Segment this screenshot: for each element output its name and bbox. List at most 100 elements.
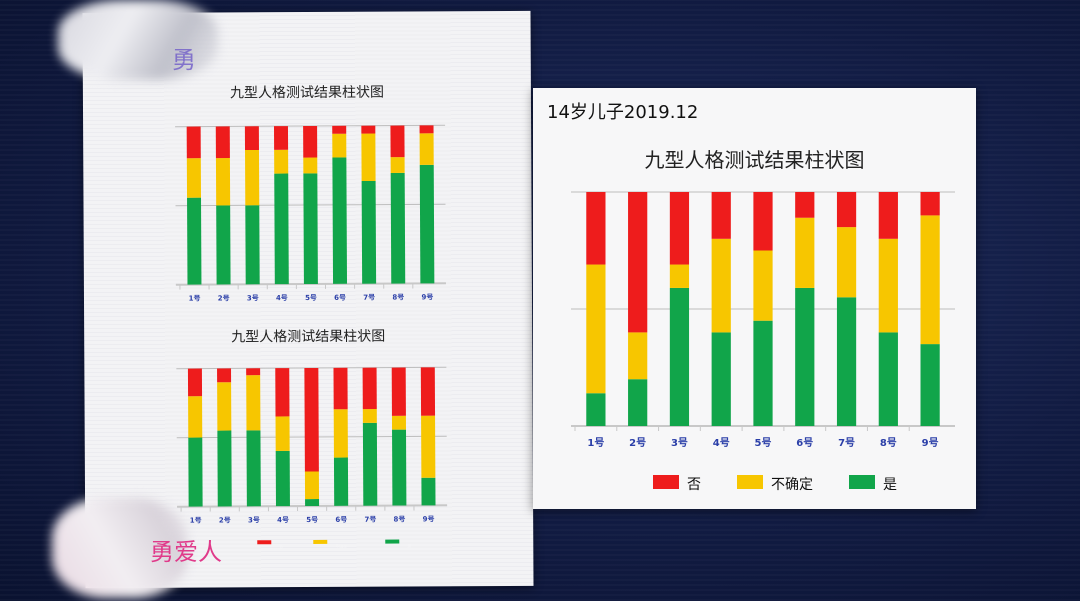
chart-3-legend-label-否: 否 — [687, 477, 701, 493]
chart-1-bar-4号-不确定 — [274, 149, 289, 174]
chart-3-bar-7号-不确定 — [836, 227, 857, 298]
chart-2-bar-5号-是 — [305, 499, 320, 507]
chart-3-tick-label: 6号 — [796, 437, 813, 449]
chart-3-bar-8号-否 — [878, 192, 898, 239]
chart-3-bar-9号-是 — [920, 344, 940, 426]
chart-2-bar-6号-不确定 — [333, 409, 348, 458]
right-paper: 14岁儿子2019.12 九型人格测试结果柱状图 1号 2号 3号 4号 5号 6号 7号 8… — [533, 88, 976, 509]
chart-2-bar-8号-不确定 — [391, 415, 407, 430]
chart-1-title: 九型人格测试结果柱状图 — [229, 84, 384, 102]
chart-1-bar-1号-是 — [187, 197, 202, 285]
handwriting-bottom: 勇爱人 — [150, 538, 222, 566]
photo-smudge-bottom — [52, 498, 187, 598]
chart-3-bar-1号-不确定 — [586, 264, 606, 394]
chart-3-bar-6号-是 — [795, 287, 815, 426]
paper-note: 14岁儿子2019.12 — [547, 102, 699, 123]
chart-2-bar-3号-是 — [246, 430, 261, 507]
chart-2-bar-1号-是 — [188, 437, 203, 507]
chart-2-tick-label: 2号 — [219, 515, 231, 524]
chart-2-bar-5号-不确定 — [304, 471, 320, 500]
chart-3-bar-9号-不确定 — [920, 215, 940, 345]
chart-2-bar-6号-否 — [333, 367, 348, 410]
chart-3-bar-8号-不确定 — [878, 238, 898, 333]
chart-1-bar-2号-是 — [216, 205, 231, 285]
chart-3-bar-2号-是 — [628, 379, 648, 426]
chart-1-tick-label: 9号 — [421, 292, 433, 301]
chart-3-legend-swatch-是 — [849, 475, 875, 489]
chart-3-legend-label-是: 是 — [883, 477, 897, 493]
chart-3-bar-4号-否 — [711, 192, 731, 239]
chart-3-bar-5号-是 — [753, 320, 773, 426]
chart-3-legend-swatch-否 — [653, 475, 679, 489]
chart-1-tick-label: 8号 — [392, 292, 404, 301]
chart-1-bar-6号-不确定 — [332, 133, 347, 158]
chart-2-tick-label: 6号 — [335, 515, 347, 524]
chart-3-bar-4号-是 — [711, 332, 731, 426]
chart-3-tick-label: 9号 — [922, 437, 939, 449]
chart-2-tick-label: 7号 — [364, 515, 376, 524]
chart-2-tick-label: 4号 — [277, 515, 289, 524]
chart-1-bar-1号-不确定 — [186, 158, 202, 198]
chart-1-tick-label: 3号 — [247, 293, 259, 302]
chart-3-legend-swatch-不确定 — [737, 475, 763, 489]
chart-2-bar-4号-不确定 — [275, 416, 290, 451]
chart-3-bar-2号-否 — [628, 192, 648, 333]
chart-1-tick-label: 2号 — [218, 293, 230, 302]
chart-1-bar-9号-否 — [419, 125, 434, 134]
chart-1-bar-9号-不确定 — [419, 133, 434, 165]
chart-3-bar-7号-是 — [836, 297, 857, 426]
chart-2-legend-swatch-不确定 — [313, 539, 328, 544]
chart-2-bar-4号-否 — [275, 368, 290, 417]
chart-1-tick-label: 7号 — [363, 293, 375, 302]
chart-2-bar-3号-不确定 — [246, 375, 261, 431]
chart-3-legend-label-不确定: 不确定 — [771, 477, 813, 493]
chart-3-bar-6号-不确定 — [795, 217, 815, 288]
chart-2-legend-swatch-否 — [257, 540, 272, 545]
chart-3-bar-7号-否 — [836, 192, 857, 228]
chart-3-svg: 1号 2号 3号 4号 5号 6号 7号 8号 9号否 不确定 是 — [571, 191, 955, 493]
chart-2-tick-label: 1号 — [190, 516, 202, 525]
chart-1-tick-label: 6号 — [334, 293, 346, 302]
chart-3-bar-6号-否 — [795, 192, 815, 218]
chart-2-bar-7号-不确定 — [362, 409, 377, 423]
chart-1-bar-5号-是 — [303, 173, 318, 285]
chart-2-title: 九型人格测试结果柱状图 — [231, 328, 386, 346]
chart-3-bar-3号-是 — [669, 287, 690, 426]
chart-3-bar-4号-不确定 — [711, 238, 731, 333]
chart-1-bar-7号-不确定 — [361, 133, 376, 182]
chart-2-legend-label-是: 是 — [407, 542, 411, 548]
chart-2-bar-2号-否 — [217, 368, 232, 383]
chart-2-bar-9号-否 — [420, 367, 436, 416]
chart-1-bar-2号-否 — [215, 126, 230, 159]
left-paper: 九型人格测试结果柱状图 1号 2号 3号 4号 5号 6号 7号 8号 9号 九型人格测试结果柱… — [82, 10, 534, 589]
chart-3-bar-5号-不确定 — [753, 250, 773, 321]
chart-1-svg: 1号 2号 3号 4号 5号 6号 7号 8号 9号 — [175, 124, 446, 303]
chart-3-tick-label: 4号 — [713, 437, 730, 449]
chart-3-tick-label: 3号 — [671, 437, 688, 449]
chart-3-bar-1号-否 — [586, 192, 606, 265]
chart-3-bar-3号-否 — [669, 192, 690, 265]
chart-2-bar-4号-是 — [275, 450, 290, 507]
chart-3-tick-label: 2号 — [629, 437, 646, 449]
chart-1-bar-6号-是 — [332, 157, 348, 284]
chart-3-tick-label: 7号 — [838, 437, 855, 449]
chart-3-bar-3号-不确定 — [669, 264, 690, 288]
chart-2-bar-6号-是 — [333, 457, 349, 506]
chart-1-bar-1号-否 — [186, 126, 201, 159]
chart-1-bar-3号-不确定 — [245, 149, 260, 206]
chart-2-tick-label: 9号 — [423, 514, 435, 523]
chart-2-legend-swatch-是 — [385, 539, 400, 544]
chart-2-bar-5号-否 — [304, 367, 319, 472]
chart-2-bar-9号-是 — [421, 477, 436, 506]
chart-3-bar-8号-是 — [878, 332, 898, 426]
chart-1-bar-5号-不确定 — [303, 157, 318, 174]
chart-1-tick-label: 4号 — [276, 293, 288, 302]
chart-1-bar-4号-否 — [273, 126, 289, 150]
chart-3-bar-5号-否 — [753, 192, 773, 251]
chart-2-legend-label-不确定: 不确定 — [335, 543, 347, 549]
chart-1-bar-8号-是 — [390, 172, 406, 284]
chart-1-tick-label: 5号 — [305, 293, 317, 302]
chart-3-bar-1号-是 — [586, 393, 606, 426]
chart-2-tick-label: 5号 — [306, 515, 318, 524]
chart-1-bar-5号-否 — [303, 125, 318, 158]
